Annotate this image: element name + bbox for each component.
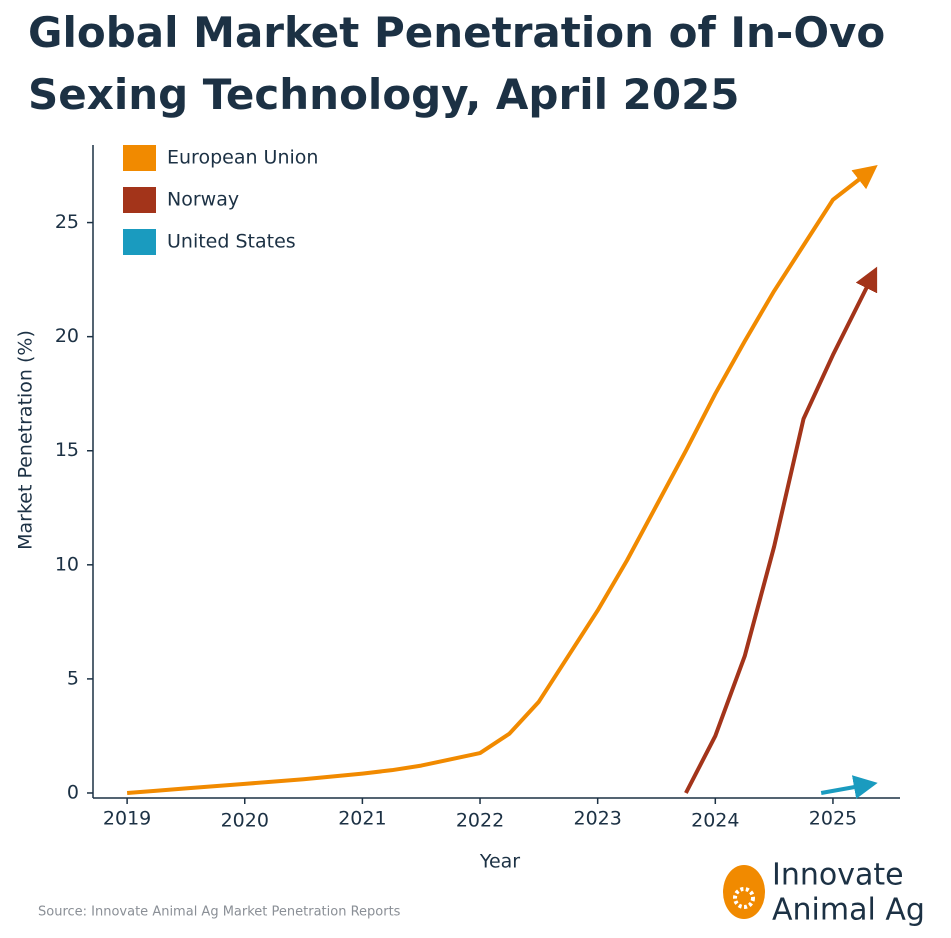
x-tick-label: 2021 <box>338 808 386 830</box>
x-tick-label: 2020 <box>221 810 269 832</box>
logo: Innovate Animal Ag <box>723 858 925 928</box>
logo-egg <box>723 865 765 919</box>
x-axis-label: Year <box>479 851 520 873</box>
y-tick-label: 0 <box>67 781 79 803</box>
x-tick-label: 2024 <box>691 810 739 832</box>
y-tick-label: 10 <box>55 553 79 575</box>
y-tick-label: 15 <box>55 439 79 461</box>
series-line <box>126 165 878 795</box>
legend-swatch <box>123 229 156 255</box>
y-tick-label: 20 <box>55 325 79 347</box>
logo-text: Innovate <box>772 858 904 893</box>
x-tick-label: 2025 <box>809 808 857 830</box>
legend-swatch <box>123 187 156 213</box>
logo-text: Animal Ag <box>772 893 925 928</box>
x-tick-label: 2022 <box>456 810 504 832</box>
legend-label: United States <box>167 231 296 253</box>
x-tick-label: 2023 <box>573 808 621 830</box>
chart-title: Global Market Penetration of In-Ovo Sexi… <box>28 8 886 119</box>
series-line <box>684 266 878 794</box>
legend-label: Norway <box>167 189 239 211</box>
legend-label: European Union <box>167 147 318 169</box>
y-tick-label: 5 <box>67 667 79 689</box>
y-tick-label: 25 <box>55 211 79 233</box>
logo-gear <box>733 887 755 909</box>
source: Source: Innovate Animal Ag Market Penetr… <box>38 905 401 920</box>
legend-swatch <box>123 145 156 171</box>
x-tick-label: 2019 <box>103 808 151 830</box>
series-line <box>820 775 878 799</box>
y-axis-label: Market Penetration (%) <box>15 330 37 550</box>
